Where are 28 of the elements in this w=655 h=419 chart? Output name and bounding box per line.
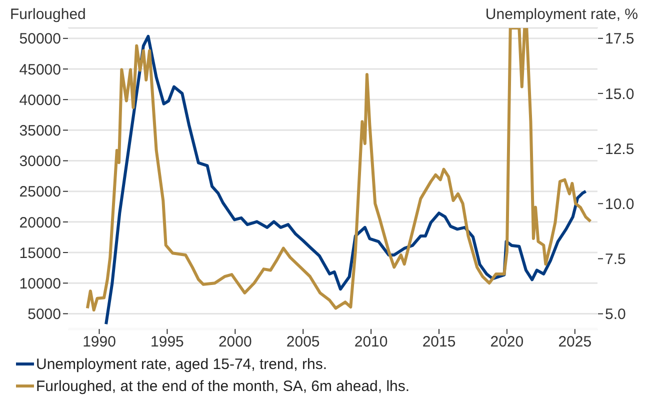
- x-tick-label: 2025: [558, 334, 592, 351]
- y-tick-label: 45000: [19, 61, 61, 78]
- x-tick-label: 2005: [286, 334, 320, 351]
- y-tick-label: 25000: [19, 184, 61, 201]
- y-tick-label: 30000: [19, 153, 61, 170]
- y-axis-title: Furloughed: [10, 6, 86, 23]
- legend-label: Unemployment rate, aged 15-74, trend, rhs.: [36, 356, 327, 372]
- y2-tick-label: 7.5: [605, 251, 626, 268]
- y2-tick-label: 15.0: [605, 86, 634, 103]
- y2-axis-title: Unemployment rate, %: [485, 6, 638, 23]
- y-tick-label: 15000: [19, 244, 61, 262]
- y-tick-label: 10000: [19, 275, 61, 292]
- y2-tick-label: 12.5: [605, 140, 634, 158]
- x-tick-label: 2010: [354, 334, 388, 351]
- y2-tick-label: 5.0: [605, 306, 626, 324]
- y2-tick-label: 17.5: [605, 30, 634, 48]
- x-tick-label: 2015: [422, 334, 456, 351]
- y-tick-label: 35000: [19, 122, 61, 140]
- y-tick-label: 50000: [19, 30, 61, 48]
- x-tick-label: 1995: [150, 334, 184, 351]
- y-tick-label: 40000: [19, 92, 61, 109]
- y-tick-label: 5000: [28, 306, 61, 324]
- x-tick-label: 1990: [82, 334, 116, 351]
- x-tick-label: 2020: [490, 334, 524, 351]
- y2-tick-label: 10.0: [605, 196, 634, 213]
- x-tick-label: 2000: [218, 334, 252, 351]
- y-tick-label: 20000: [19, 214, 61, 232]
- legend-label: Furloughed, at the end of the month, SA, 6m ahead, lhs.: [36, 378, 410, 394]
